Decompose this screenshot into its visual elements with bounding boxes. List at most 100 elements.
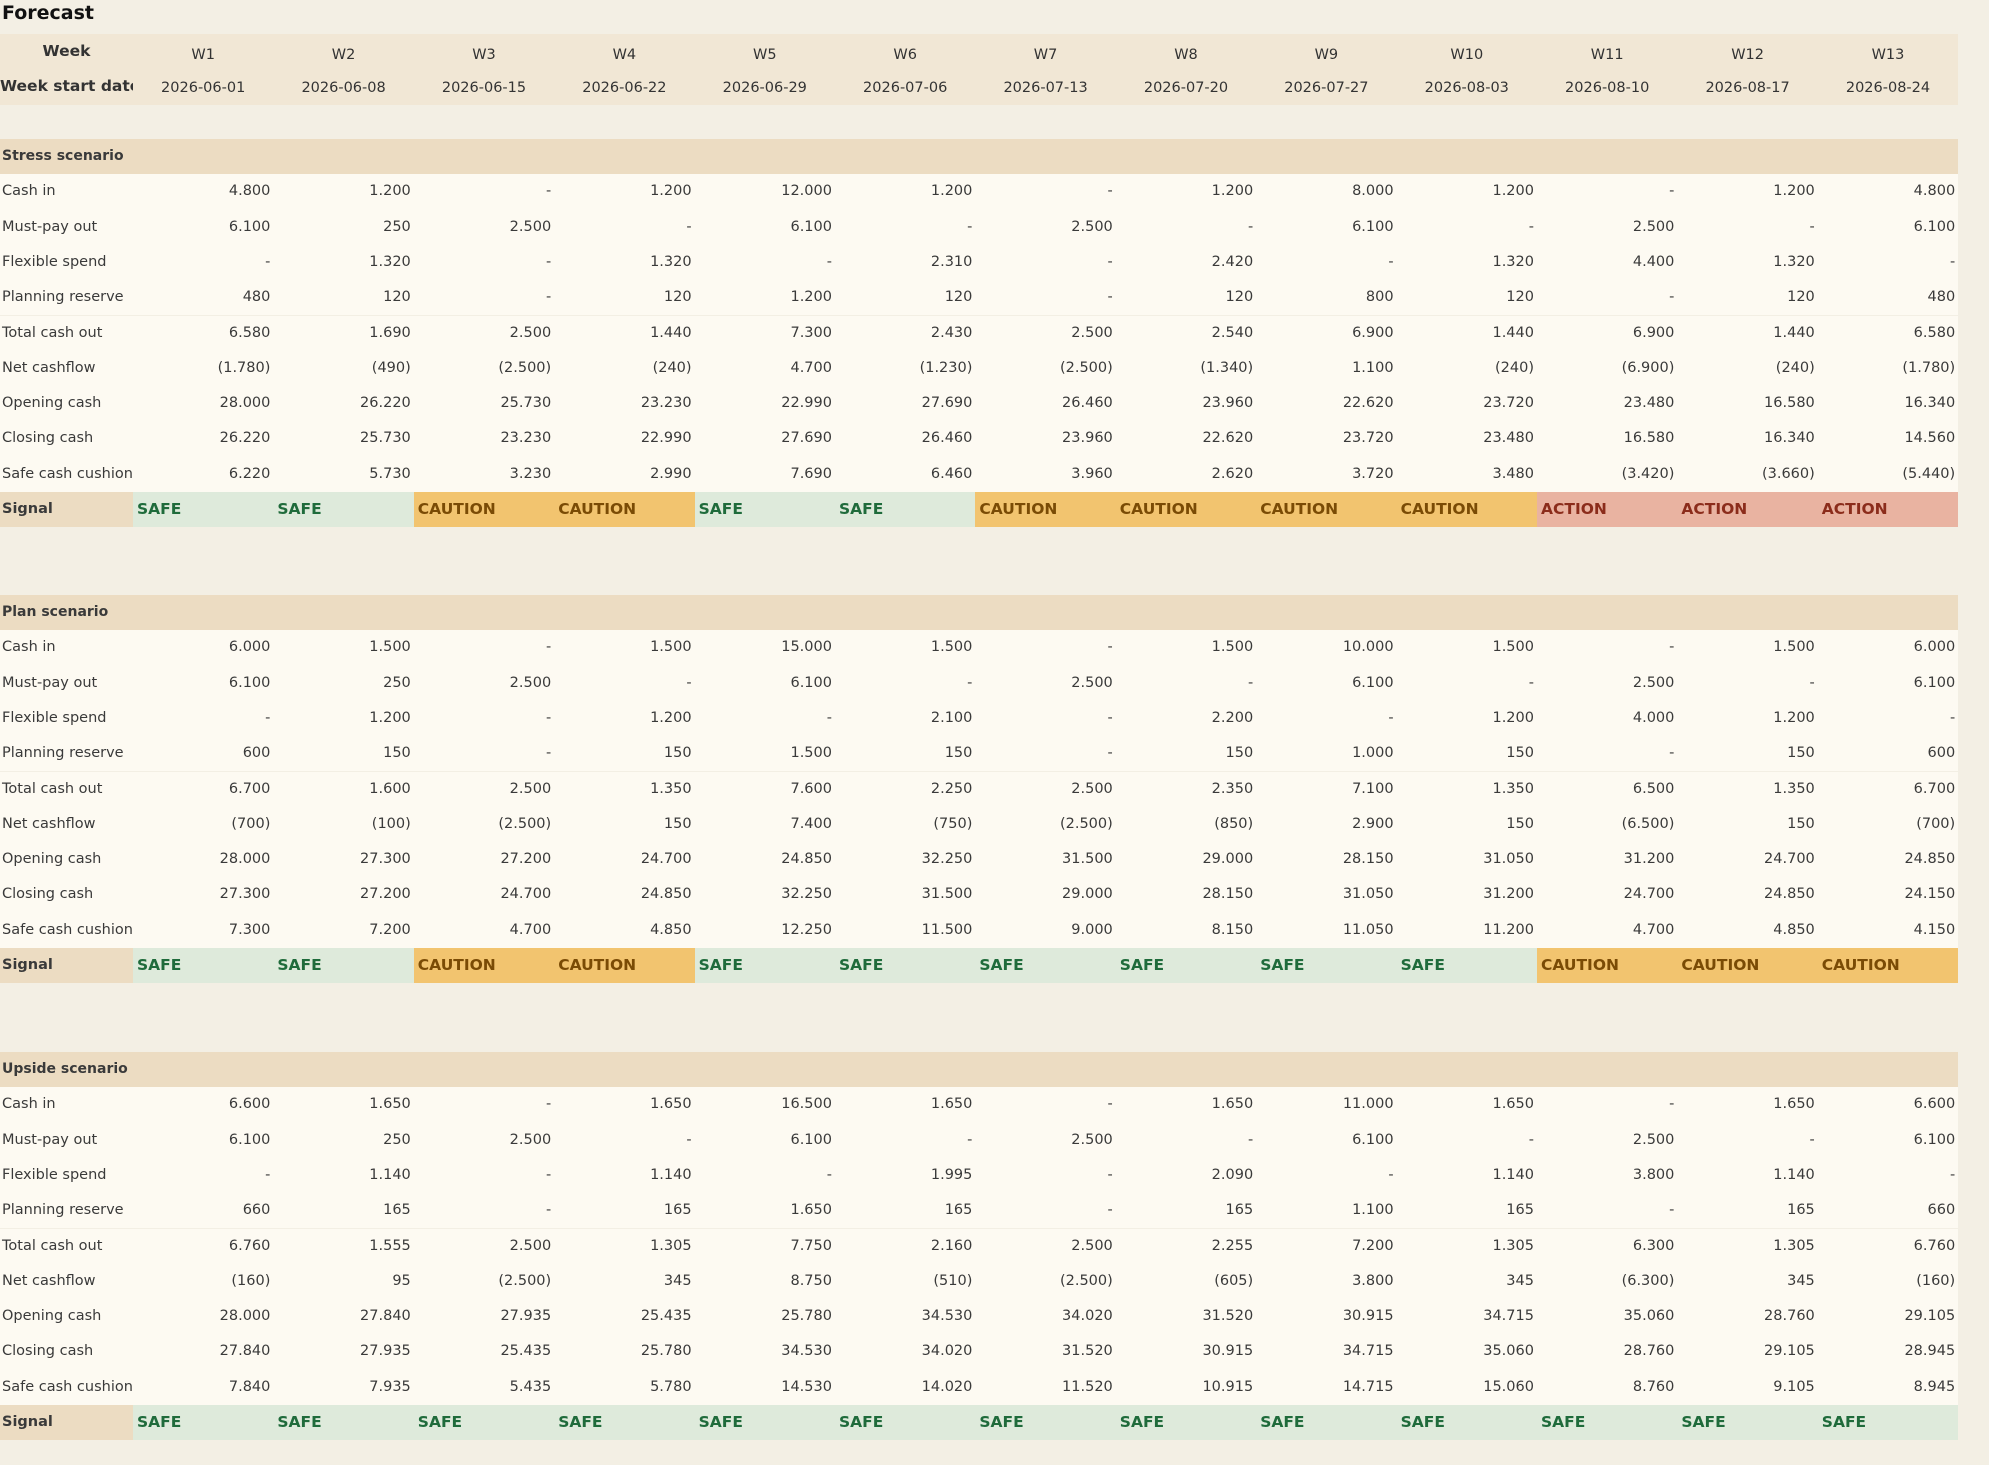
row-label: Total cash out (0, 315, 133, 351)
value-cell: - (1537, 630, 1678, 666)
week-date: 2026-06-29 (694, 69, 835, 105)
value-cell: 1.600 (273, 771, 414, 807)
signal-cell: SAFE (835, 948, 976, 984)
row-label: Cash in (0, 1087, 133, 1123)
value-cell: 4.700 (1537, 912, 1678, 948)
value-cell: 1.650 (694, 1193, 835, 1229)
value-cell: 24.850 (554, 877, 695, 913)
value-cell: 2.160 (835, 1228, 976, 1264)
value-cell: (510) (835, 1263, 976, 1300)
value-cell: - (975, 280, 1116, 316)
value-cell: 1.995 (835, 1157, 976, 1194)
value-cell: 4.850 (554, 912, 695, 948)
value-cell: 2.100 (835, 700, 976, 737)
value-cell: 1.305 (1677, 1228, 1818, 1264)
value-cell: 3.960 (975, 456, 1116, 492)
week-header: W8 (1115, 34, 1257, 70)
week-date: 2026-06-22 (554, 69, 695, 105)
value-cell: 7.750 (694, 1228, 835, 1264)
week-header: W4 (554, 34, 695, 70)
value-cell: 1.440 (1677, 315, 1818, 351)
week-date: 2026-08-10 (1537, 69, 1678, 105)
value-cell: 8.945 (1817, 1369, 1959, 1405)
value-cell: - (413, 280, 555, 316)
week-date: 2026-07-06 (835, 69, 976, 105)
value-cell: 11.000 (1256, 1087, 1397, 1123)
value-cell: 28.150 (1115, 877, 1257, 913)
value-cell: 1.650 (1115, 1087, 1257, 1123)
week-date: 2026-08-03 (1396, 69, 1537, 105)
week-header: W3 (413, 34, 555, 70)
value-cell: 1.200 (835, 174, 976, 210)
value-cell: 1.100 (1256, 350, 1397, 387)
signal-cell: SAFE (694, 492, 835, 528)
value-cell: (160) (1817, 1263, 1959, 1300)
value-cell: 2.500 (975, 315, 1116, 351)
value-cell: 1.500 (273, 630, 414, 666)
signal-cell: SAFE (1115, 948, 1257, 984)
value-cell: (3.420) (1537, 456, 1678, 492)
value-cell: 8.760 (1537, 1369, 1678, 1405)
value-cell: 4.800 (133, 174, 274, 210)
value-cell: 1.200 (1396, 700, 1537, 737)
signal-cell: SAFE (1677, 1405, 1818, 1441)
value-cell: 1.440 (554, 315, 695, 351)
row-label: Flexible spend (0, 700, 133, 737)
value-cell: 8.750 (694, 1263, 835, 1300)
row-label: Opening cash (0, 842, 133, 878)
value-cell: (1.780) (133, 350, 274, 387)
signal-cell: SAFE (1256, 1405, 1397, 1441)
value-cell: 27.935 (273, 1334, 414, 1370)
week-date: 2026-06-08 (273, 69, 414, 105)
value-cell: 11.500 (835, 912, 976, 948)
value-cell: 32.250 (835, 842, 976, 878)
value-cell: - (1677, 1122, 1818, 1158)
value-cell: 6.000 (133, 630, 274, 666)
signal-cell: SAFE (1115, 1405, 1257, 1441)
value-cell: - (413, 1193, 555, 1229)
value-cell: 22.990 (694, 386, 835, 422)
value-cell: 120 (1115, 280, 1257, 316)
value-cell: 4.000 (1537, 700, 1678, 737)
value-cell: 6.300 (1537, 1228, 1678, 1264)
signal-cell: CAUTION (413, 948, 555, 984)
week-date: 2026-07-13 (975, 69, 1116, 105)
value-cell: 6.000 (1817, 630, 1959, 666)
value-cell: 16.580 (1677, 386, 1818, 422)
date-label: Week start date (0, 69, 133, 105)
value-cell: 31.050 (1256, 877, 1397, 913)
value-cell: (5.440) (1817, 456, 1959, 492)
signal-cell: SAFE (1817, 1405, 1959, 1441)
value-cell: 1.200 (1677, 174, 1818, 210)
value-cell: 1.000 (1256, 736, 1397, 772)
signal-cell: SAFE (975, 1405, 1116, 1441)
value-cell: 165 (273, 1193, 414, 1229)
week-date: 2026-06-01 (133, 69, 274, 105)
value-cell: 28.760 (1537, 1334, 1678, 1370)
section-title: Stress scenario (0, 139, 1959, 175)
signal-cell: ACTION (1817, 492, 1959, 528)
value-cell: - (413, 700, 555, 737)
row-label: Must-pay out (0, 1122, 133, 1158)
signal-cell: SAFE (413, 1405, 555, 1441)
value-cell: 2.310 (835, 244, 976, 281)
value-cell: (240) (1677, 350, 1818, 387)
value-cell: 1.320 (1396, 244, 1537, 281)
value-cell: 35.060 (1396, 1334, 1537, 1370)
value-cell: 165 (835, 1193, 976, 1229)
value-cell: 6.100 (1817, 209, 1959, 245)
value-cell: (240) (554, 350, 695, 387)
value-cell: 1.650 (273, 1087, 414, 1123)
value-cell: - (1115, 209, 1257, 245)
value-cell: - (975, 1193, 1116, 1229)
value-cell: 26.220 (133, 421, 274, 457)
value-cell: 1.350 (1396, 771, 1537, 807)
value-cell: (490) (273, 350, 414, 387)
value-cell: 250 (273, 1122, 414, 1158)
value-cell: (2.500) (413, 806, 555, 843)
value-cell: (700) (1817, 806, 1959, 843)
value-cell: 25.730 (413, 386, 555, 422)
signal-cell: CAUTION (1396, 492, 1537, 528)
value-cell: 1.200 (273, 174, 414, 210)
